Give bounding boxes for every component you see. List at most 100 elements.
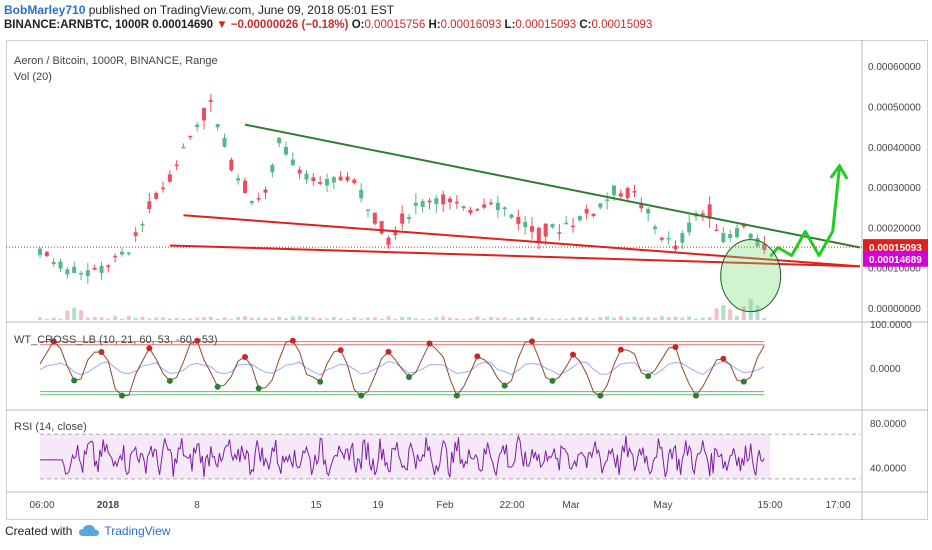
volume-bar [666,317,671,320]
candle-body [441,194,446,205]
volume-bar [516,317,521,320]
candle-body [420,201,425,208]
wt-cross-dot [337,347,344,354]
wt-cross-dot [385,348,392,355]
volume-bar [304,316,309,320]
candle-body [523,221,528,228]
candle-body [653,226,657,229]
volume-bar [359,318,364,320]
volume-bar [598,317,603,320]
candle-body [509,214,514,218]
volume-bar [38,317,42,320]
candle-body [359,189,364,199]
volume-bar [659,316,664,320]
candle-body [154,192,159,199]
candle-body [755,238,760,247]
publish-info: published on TradingView.com, June 09, 2… [88,3,395,17]
candle-body [161,187,165,190]
volume-bar [448,317,452,320]
candle-body [270,165,275,173]
candle-body [188,135,193,138]
volume-bar [741,306,746,320]
wt-cross-dot [645,373,652,380]
candle-body [79,272,83,275]
candle-body [147,201,152,210]
volume-bar [263,317,268,320]
volume-bar [454,318,459,320]
volume-bar [386,316,391,320]
wt-cross-dot [426,340,433,347]
volume-bar [441,316,446,320]
close-label: C: [579,19,592,31]
time-axis-label: 22:00 [499,500,524,511]
candle-body [215,124,220,128]
candle-body [99,265,104,273]
volume-bar [379,318,384,320]
candle-body [331,177,336,183]
red-trendline [183,214,861,268]
candle-body [584,208,589,214]
volume-bar [92,316,97,320]
price-axis-label: 0.00010000 [868,264,921,275]
volume-bar [557,318,562,320]
volume-bar [714,308,719,320]
time-axis-label: 15:00 [757,500,782,511]
rsi-legend: RSI (14, close) [14,421,87,433]
candle-body [236,178,241,181]
high-label: H: [428,19,441,31]
wt-cross-dot [617,346,624,353]
volume-bar [646,317,651,320]
candle-body [106,265,111,267]
volume-bar [475,316,480,320]
candle-body [120,251,124,255]
candle-body [338,176,343,181]
candle-body [297,169,302,174]
candle-body [304,173,309,180]
candle-body [386,237,391,245]
volume-bar [735,316,739,320]
wt-cross-dot [71,377,78,384]
tradingview-logo[interactable]: TradingView [78,524,170,538]
candle-body [277,137,282,144]
volume-bar [413,318,418,320]
volume-bar [372,317,377,320]
candle-body [700,213,705,215]
candle-body [51,261,56,265]
candle-body [229,159,234,171]
volume-bar [58,318,63,320]
candle-body [598,203,603,208]
wt-cross-dot [529,338,535,345]
volume-bar [202,317,206,320]
candle-body [714,229,719,232]
candle-body [113,255,118,258]
current-price-tag-bg [863,250,928,267]
volume-bar [167,318,172,320]
volume-bar [564,318,569,320]
candle-body [762,243,767,251]
volume-bar [694,318,698,320]
volume-bar [434,317,439,320]
volume-bar [700,317,705,320]
volume-bar [126,316,131,320]
wt1-line [39,340,765,397]
candle-body [557,232,562,234]
wt2-line [39,360,765,376]
author-link[interactable]: BobMarley710 [4,3,86,17]
brand-label: TradingView [104,524,171,538]
candle-body [400,213,405,224]
volume-bar [236,316,241,320]
wt-cross-dot [720,355,727,362]
wt-cross-dot [98,349,105,356]
volume-bar [605,316,610,320]
wt-cross-dot [453,392,460,399]
candle-body [461,206,466,209]
time-axis-label: Mar [562,500,580,511]
volume-bar [495,317,500,320]
wt-cross-dot [166,377,173,384]
main-legend: Aeron / Bitcoin, 1000R, BINANCE, Range [14,55,218,67]
volume-bar [249,317,254,320]
price-axis-label: 0.00050000 [868,102,921,113]
candle-body [65,269,70,275]
wt-axis-label: 100.0000 [870,320,912,331]
